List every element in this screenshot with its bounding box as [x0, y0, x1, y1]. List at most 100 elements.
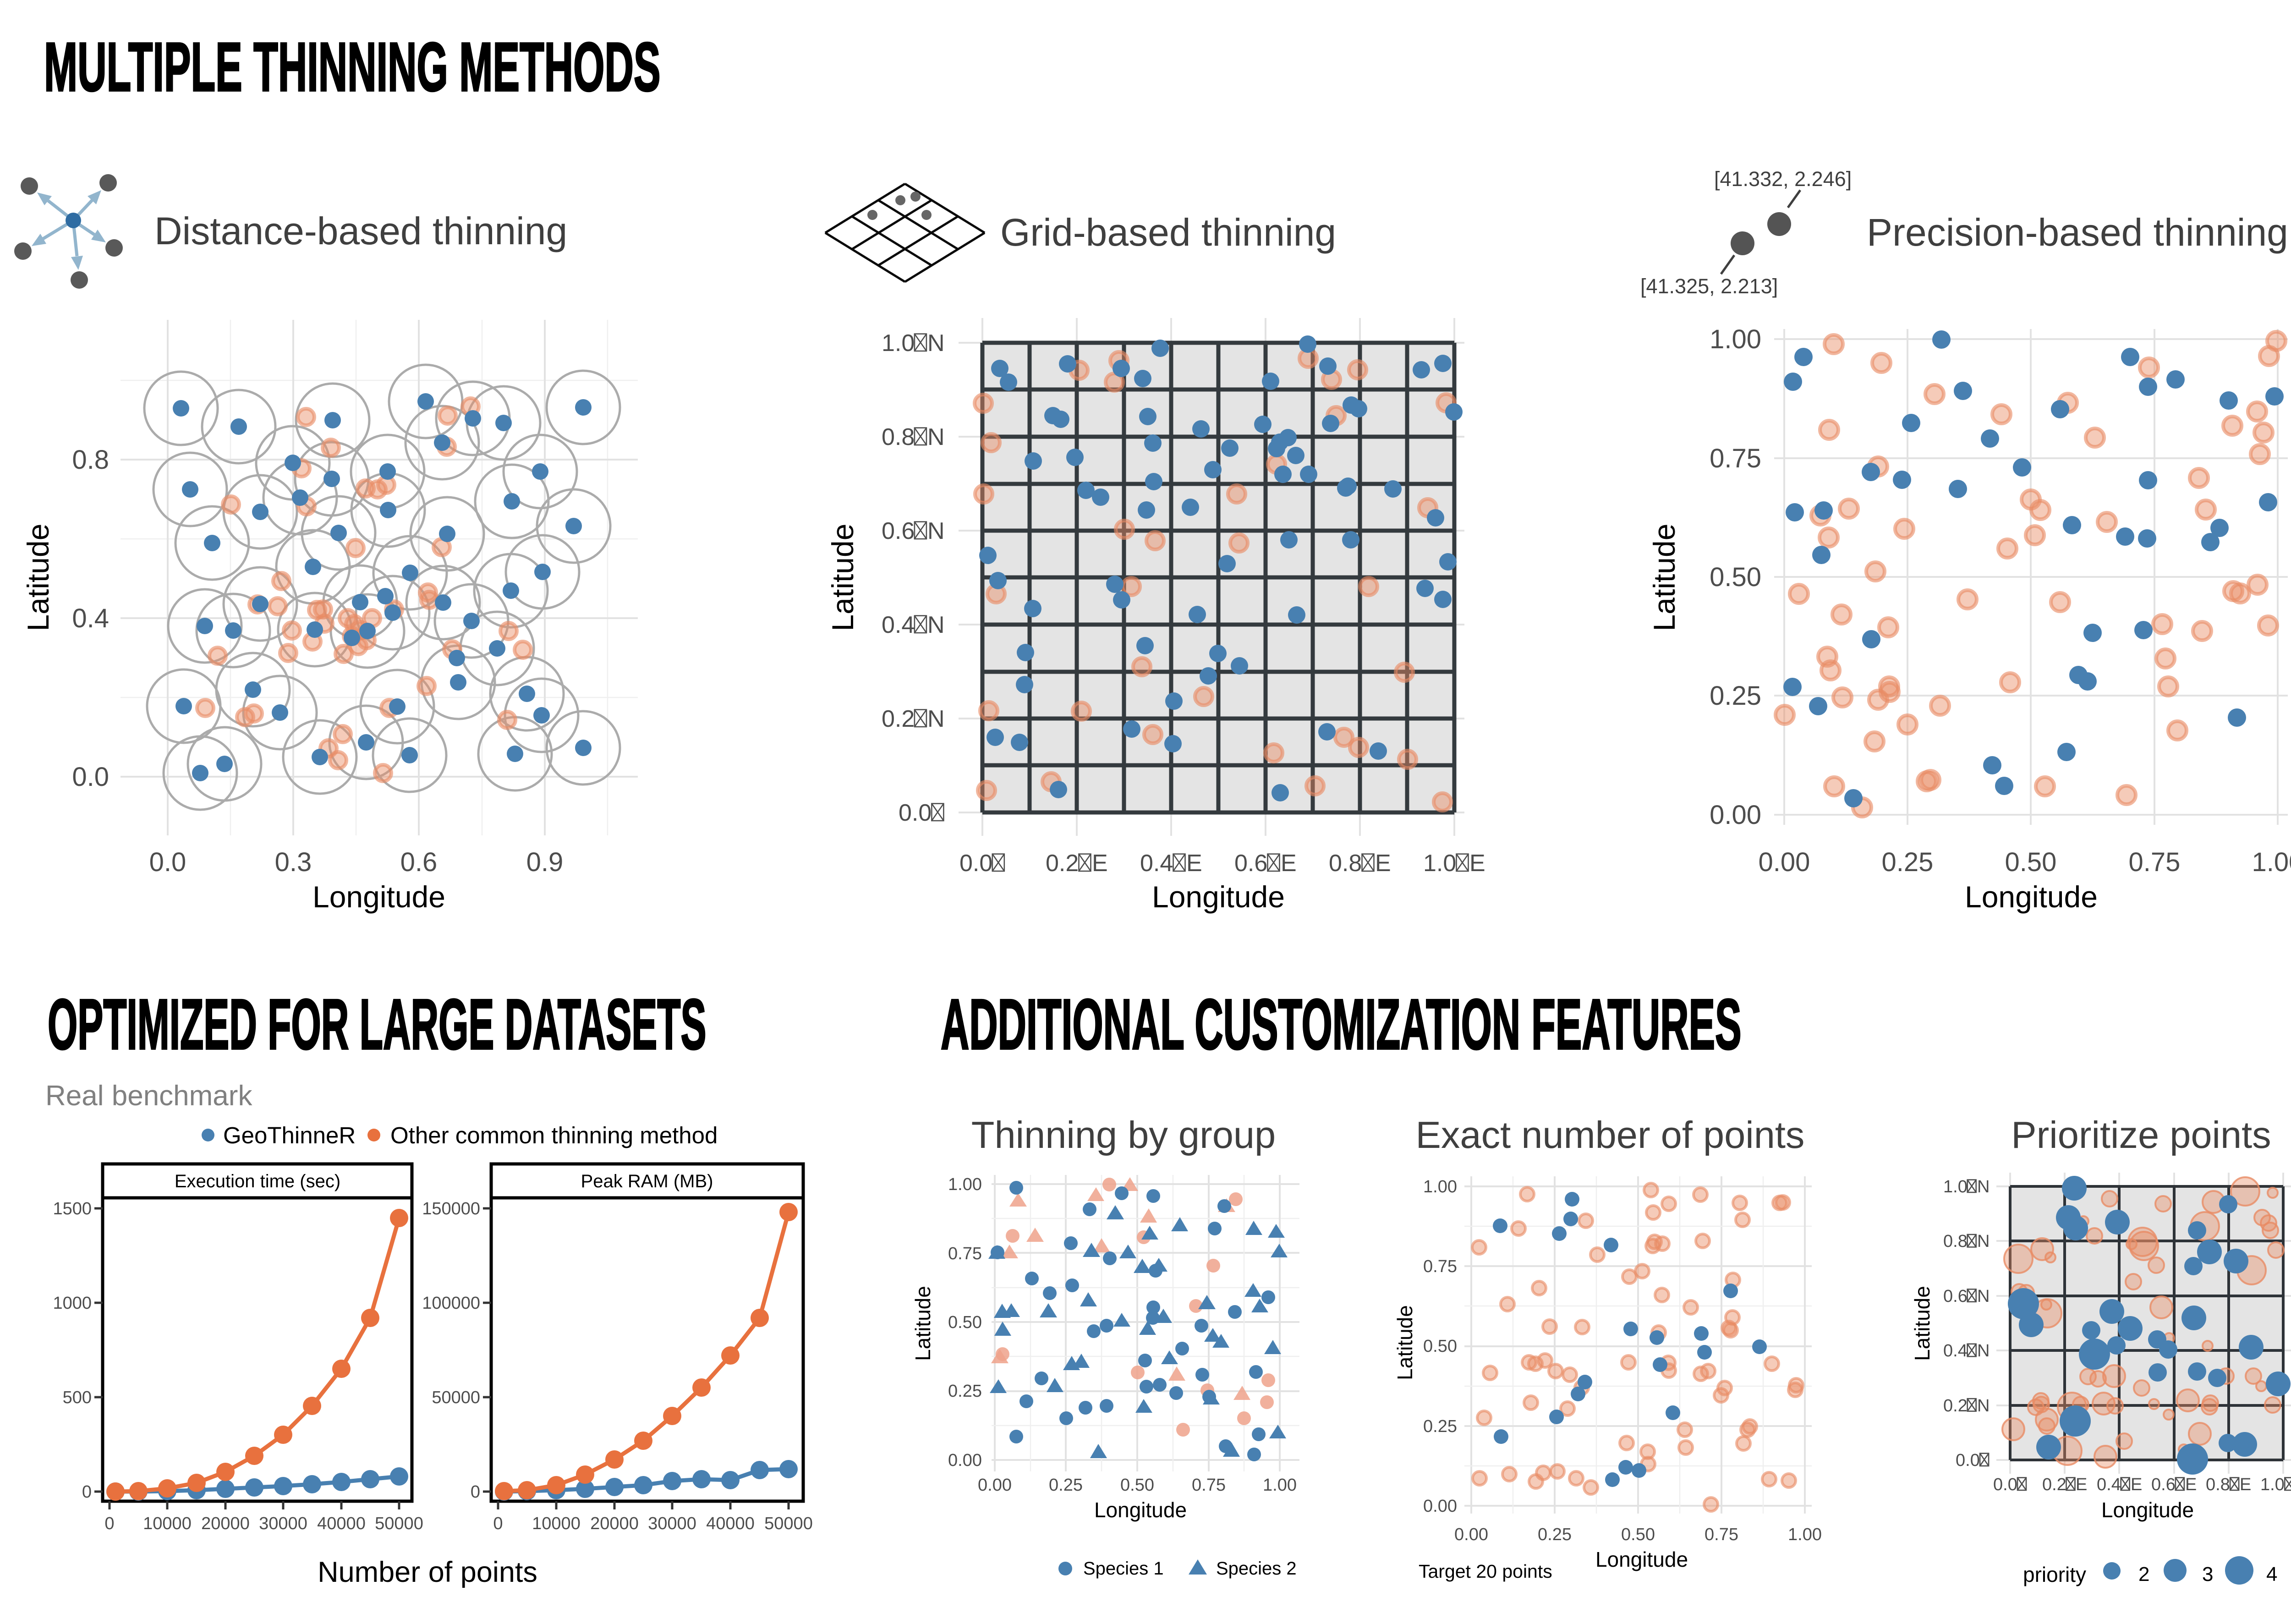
- svg-text:1500: 1500: [53, 1199, 92, 1218]
- svg-text:1.00: 1.00: [1263, 1476, 1297, 1495]
- svg-text:N: N: [927, 706, 945, 732]
- svg-text:1000: 1000: [53, 1294, 92, 1313]
- svg-text:N: N: [1977, 1177, 1990, 1196]
- svg-text:N: N: [1977, 1232, 1990, 1251]
- svg-text:0.50: 0.50: [2005, 847, 2057, 877]
- svg-text:0.0: 0.0: [72, 762, 109, 792]
- svg-text:0.50: 0.50: [948, 1313, 982, 1332]
- svg-text:Longitude: Longitude: [1965, 880, 2098, 914]
- svg-text:0.8: 0.8: [2206, 1475, 2230, 1494]
- svg-text:0: 0: [104, 1514, 114, 1533]
- svg-text:MULTIPLE THINNING METHODS: MULTIPLE THINNING METHODS: [44, 28, 661, 106]
- svg-text:0.00: 0.00: [1710, 800, 1761, 830]
- svg-text:0.00: 0.00: [978, 1476, 1012, 1495]
- svg-text:0.75: 0.75: [948, 1244, 982, 1263]
- svg-text:0.8: 0.8: [1329, 850, 1362, 877]
- svg-text:0.2: 0.2: [2042, 1475, 2066, 1494]
- svg-text:Species 2: Species 2: [1216, 1558, 1297, 1579]
- svg-text:10000: 10000: [143, 1514, 192, 1533]
- svg-text:N: N: [1977, 1341, 1990, 1361]
- svg-text:0.3: 0.3: [275, 847, 312, 877]
- svg-text:0.75: 0.75: [1710, 444, 1761, 473]
- svg-text:Real benchmark: Real benchmark: [45, 1080, 252, 1112]
- svg-text:Target 20 points: Target 20 points: [1419, 1561, 1552, 1582]
- svg-text:0.25: 0.25: [1423, 1417, 1457, 1436]
- svg-text:0.50: 0.50: [1120, 1476, 1154, 1495]
- svg-text:40000: 40000: [706, 1514, 755, 1533]
- svg-text:0.75: 0.75: [2129, 847, 2181, 877]
- svg-text:2: 2: [2138, 1563, 2149, 1586]
- svg-text:0.4: 0.4: [72, 604, 109, 633]
- svg-text:E: E: [1186, 850, 1202, 877]
- svg-text:0.00: 0.00: [1454, 1525, 1488, 1544]
- svg-text:N: N: [927, 518, 945, 544]
- svg-text:0.75: 0.75: [1423, 1257, 1457, 1276]
- svg-text:0.25: 0.25: [1538, 1525, 1572, 1544]
- svg-text:0.0: 0.0: [149, 847, 186, 877]
- svg-text:0.50: 0.50: [1423, 1337, 1457, 1356]
- svg-text:0.4: 0.4: [882, 612, 915, 638]
- svg-text:0.00: 0.00: [1759, 847, 1810, 877]
- svg-text:Latitude: Latitude: [826, 524, 860, 631]
- svg-text:N: N: [1977, 1396, 1990, 1416]
- svg-text:ADDITIONAL CUSTOMIZATION FEATU: ADDITIONAL CUSTOMIZATION FEATURES: [941, 984, 1742, 1064]
- svg-text:0.6: 0.6: [2151, 1475, 2176, 1494]
- svg-text:10000: 10000: [532, 1514, 581, 1533]
- svg-text:[41.325, 2.213]: [41.325, 2.213]: [1640, 274, 1778, 298]
- svg-text:50000: 50000: [764, 1514, 813, 1533]
- svg-text:1.0: 1.0: [2260, 1475, 2285, 1494]
- svg-text:N: N: [927, 612, 945, 638]
- svg-text:0.8: 0.8: [882, 424, 915, 450]
- svg-text:1.0: 1.0: [1423, 850, 1456, 877]
- svg-text:1.00: 1.00: [1710, 324, 1761, 354]
- svg-text:100000: 100000: [422, 1294, 480, 1313]
- svg-text:0.0: 0.0: [1956, 1451, 1980, 1470]
- svg-text:Longitude: Longitude: [2101, 1498, 2194, 1522]
- svg-text:50000: 50000: [432, 1388, 480, 1407]
- svg-text:50000: 50000: [375, 1514, 423, 1533]
- svg-text:Longitude: Longitude: [312, 880, 445, 914]
- svg-text:0.00: 0.00: [1423, 1497, 1457, 1516]
- svg-text:0.25: 0.25: [1049, 1476, 1083, 1495]
- svg-text:OPTIMIZED FOR LARGE DATASETS: OPTIMIZED FOR LARGE DATASETS: [48, 984, 707, 1064]
- svg-text:0.25: 0.25: [948, 1382, 982, 1401]
- svg-text:30000: 30000: [259, 1514, 307, 1533]
- svg-text:Latitude: Latitude: [1393, 1305, 1417, 1380]
- svg-text:[41.332, 2.246]: [41.332, 2.246]: [1714, 167, 1852, 191]
- svg-text:0.75: 0.75: [1705, 1525, 1738, 1544]
- svg-text:Grid-based thinning: Grid-based thinning: [1000, 211, 1336, 254]
- svg-text:500: 500: [63, 1388, 92, 1407]
- svg-text:40000: 40000: [317, 1514, 366, 1533]
- svg-text:0.75: 0.75: [1192, 1476, 1226, 1495]
- svg-text:1.0: 1.0: [1943, 1177, 1968, 1196]
- svg-text:Exact number of points: Exact number of points: [1416, 1114, 1805, 1156]
- svg-text:Peak RAM (MB): Peak RAM (MB): [581, 1171, 713, 1191]
- svg-text:0.50: 0.50: [1621, 1525, 1655, 1544]
- svg-text:0.0: 0.0: [899, 800, 932, 826]
- svg-text:N: N: [927, 424, 945, 450]
- svg-text:Latitude: Latitude: [21, 524, 55, 631]
- svg-text:0.2: 0.2: [1943, 1396, 1968, 1416]
- svg-text:Number of points: Number of points: [318, 1556, 537, 1588]
- svg-text:N: N: [1977, 1287, 1990, 1306]
- svg-text:E: E: [1281, 850, 1297, 877]
- svg-text:E: E: [1469, 850, 1485, 877]
- svg-text:0.0: 0.0: [959, 850, 992, 877]
- svg-text:0.4: 0.4: [1943, 1341, 1968, 1361]
- svg-text:E: E: [2076, 1475, 2087, 1494]
- svg-text:E: E: [2131, 1475, 2142, 1494]
- svg-text:0.25: 0.25: [1710, 681, 1761, 711]
- svg-text:Longitude: Longitude: [1094, 1498, 1187, 1522]
- svg-text:Distance-based thinning: Distance-based thinning: [154, 209, 567, 252]
- svg-text:0: 0: [471, 1482, 480, 1502]
- svg-text:Species 1: Species 1: [1083, 1558, 1164, 1579]
- svg-text:1.0: 1.0: [882, 330, 915, 357]
- svg-text:0.4: 0.4: [1140, 850, 1173, 877]
- svg-text:Precision-based thinning: Precision-based thinning: [1867, 211, 2288, 254]
- svg-text:E: E: [2240, 1475, 2251, 1494]
- svg-text:0: 0: [493, 1514, 503, 1533]
- svg-text:Longitude: Longitude: [1152, 880, 1285, 914]
- svg-text:1.00: 1.00: [2252, 847, 2291, 877]
- svg-text:GeoThinneR: GeoThinneR: [223, 1122, 356, 1148]
- svg-text:0.00: 0.00: [948, 1451, 982, 1470]
